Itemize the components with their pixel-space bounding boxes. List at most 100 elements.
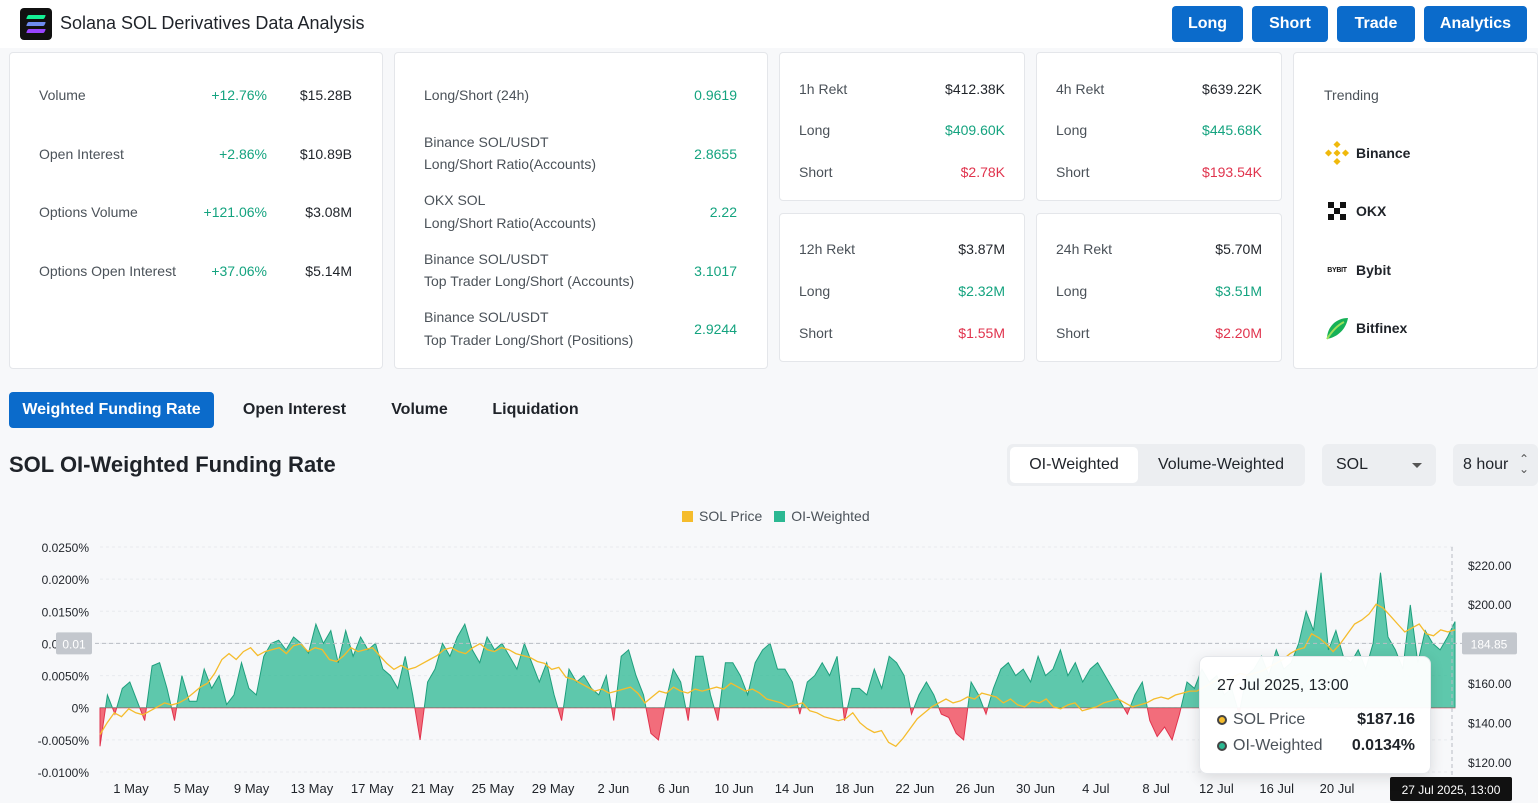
ratio-label: Binance SOL/USDT [424,134,549,150]
market-row-value: $15.28B [299,87,352,103]
legend-label-price[interactable]: SOL Price [699,508,763,524]
y-right-tick-label: $120.00 [1468,756,1512,770]
x-tick-label: 4 Jul [1082,781,1110,796]
market-row-label: Open Interest [39,146,124,162]
market-row-change: +37.06% [211,263,267,279]
short-button[interactable]: Short [1252,6,1328,42]
ratio-sublabel: Long/Short Ratio(Accounts) [424,156,596,172]
legend-swatch-price [682,510,693,522]
y-left-tick-label: 0.0150% [42,605,90,619]
tooltip-date: 27 Jul 2025, 13:00 [1217,677,1349,694]
x-tick-label: 21 May [411,781,454,796]
ratio-value: 2.9244 [694,321,737,337]
rekt-title: 12h Rekt [799,241,856,257]
ratio-label: Binance SOL/USDT [424,251,549,267]
tooltip-row-price: SOL Price $187.16 [1217,711,1415,729]
chevron-updown-icon: ⌃ ⌄ [1518,452,1529,476]
rekt-long-label: Long [1056,122,1088,138]
rekt-total: $3.87M [958,241,1005,257]
trending-item-bitfinex[interactable]: Bitfinex [1324,315,1407,341]
ratio-label: OKX SOL [424,192,486,208]
x-tick-label: 14 Jun [775,781,814,796]
x-tick-label: 18 Jun [835,781,874,796]
x-tick-label: 17 May [351,781,394,796]
ratio-value: 2.8655 [694,146,737,162]
volume-weighted-option[interactable]: Volume-Weighted [1158,456,1284,473]
trade-button[interactable]: Trade [1337,6,1415,42]
x-tick-label: 12 Jul [1199,781,1234,796]
y-left-tick-label: 0.0050% [42,670,90,684]
legend-swatch-oi [774,510,786,522]
x-tick-label: 10 Jun [714,781,753,796]
tooltip-value: 0.0134% [1351,737,1415,754]
solana-logo-icon [20,8,52,40]
tooltip-dot-price [1217,715,1227,725]
oi-weighted-option[interactable]: OI-Weighted [1010,447,1138,483]
market-row-label: Options Volume [39,204,138,220]
rekt-card-24h: 24h Rekt $5.70M Long $3.51M Short $2.20M [1036,213,1282,362]
legend-label-oi[interactable]: OI-Weighted [791,508,870,524]
crosshair-date-label: 27 Jul 2025, 13:00 [1402,783,1501,797]
y-right-tick-label: $220.00 [1468,559,1512,573]
trending-item-label: Binance [1356,145,1411,161]
tab-volume[interactable]: Volume [375,392,464,428]
long-short-ratio-card: Long/Short (24h) 0.9619 Binance SOL/USDT… [394,52,768,369]
market-row-label: Options Open Interest [39,263,176,279]
market-row-value: $5.14M [305,263,352,279]
x-tick-label: 2 Jun [597,781,629,796]
rekt-total: $412.38K [945,81,1005,97]
long-button[interactable]: Long [1172,6,1243,42]
x-tick-label: 9 May [234,781,270,796]
bitfinex-icon [1324,315,1350,341]
crosshair-right-label: 184.85 [1471,637,1508,651]
trending-item-label: OKX [1356,203,1387,219]
tooltip-dot-oi [1217,741,1227,751]
x-tick-label: 30 Jun [1016,781,1055,796]
trending-item-okx[interactable]: OKX [1324,198,1386,224]
ratio-value: 3.1017 [694,263,737,279]
rekt-short-label: Short [799,325,833,341]
rekt-short-value: $1.55M [958,325,1005,341]
x-tick-label: 26 Jun [956,781,995,796]
rekt-short-value: $193.54K [1202,164,1262,180]
rekt-short-value: $2.78K [960,164,1005,180]
rekt-long-value: $445.68K [1202,122,1262,138]
analytics-button[interactable]: Analytics [1424,6,1527,42]
tab-weighted-funding-rate[interactable]: Weighted Funding Rate [9,392,214,428]
market-row-label: Volume [39,87,86,103]
trending-item-bybit[interactable]: BYBIT Bybit [1324,257,1391,283]
rekt-long-value: $3.51M [1215,283,1262,299]
rekt-long-label: Long [799,283,831,299]
x-tick-label: 1 May [113,781,149,796]
interval-select[interactable]: 8 hour ⌃ ⌄ [1453,444,1538,486]
y-left-tick-label: -0.0050% [38,734,90,748]
ratio-sublabel: Top Trader Long/Short (Positions) [424,332,634,348]
rekt-long-value: $2.32M [958,283,1005,299]
y-left-tick-label: 0.0200% [42,573,90,587]
x-tick-label: 25 May [471,781,514,796]
rekt-short-label: Short [799,164,833,180]
rekt-long-label: Long [799,122,831,138]
trending-title: Trending [1324,87,1379,103]
x-tick-label: 5 May [174,781,210,796]
coin-select[interactable]: SOL [1322,444,1436,486]
x-tick-label: 22 Jun [895,781,934,796]
rekt-short-value: $2.20M [1215,325,1262,341]
y-left-tick-label: -0.0100% [38,766,90,780]
trending-item-binance[interactable]: Binance [1324,140,1410,166]
ratio-value: 0.9619 [694,87,737,103]
tab-liquidation[interactable]: Liquidation [476,392,595,428]
binance-icon [1324,140,1350,166]
ratio-label: Long/Short (24h) [424,87,530,103]
trending-item-label: Bitfinex [1356,320,1408,336]
tab-open-interest[interactable]: Open Interest [226,392,363,428]
funding-negative-area [99,707,1456,747]
rekt-long-value: $409.60K [945,122,1005,138]
ratio-sublabel: Top Trader Long/Short (Accounts) [424,273,635,289]
y-right-tick-label: $200.00 [1468,598,1512,612]
y-right-tick-label: $160.00 [1468,677,1512,691]
x-tick-label: 16 Jul [1259,781,1294,796]
market-row-value: $10.89B [299,146,352,162]
weighting-toggle: OI-Weighted Volume-Weighted [1007,444,1305,486]
